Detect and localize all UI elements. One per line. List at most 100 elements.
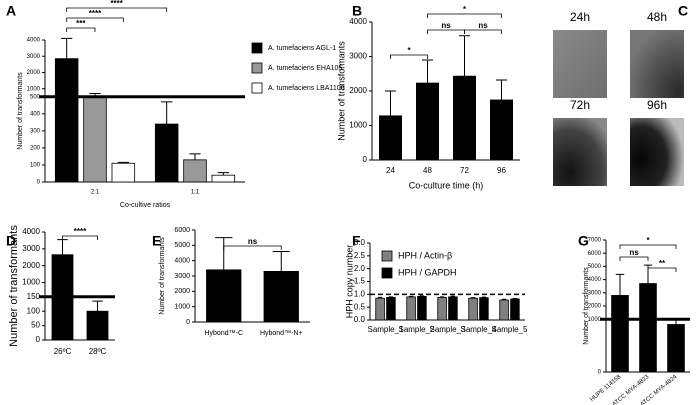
y-tick-label: 400 (30, 111, 41, 117)
error-bar (470, 297, 476, 299)
significance-bracket (619, 256, 649, 261)
bar (386, 297, 396, 321)
y-tick-label: 1000 (22, 278, 40, 287)
error-bar (117, 161, 129, 164)
y-tick-label: 0.5 (354, 302, 366, 311)
significance-bracket (619, 244, 677, 249)
significance-label: ns (441, 21, 451, 30)
panel-label: D (6, 233, 16, 249)
bar (437, 297, 447, 321)
error-bar (189, 153, 201, 160)
x-tick-label: Hybond™-C (204, 330, 243, 337)
y-tick-label: 2000 (22, 261, 40, 270)
error-bar (458, 35, 471, 77)
y-tick-label: 4000 (27, 38, 41, 44)
significance-bracket (66, 17, 124, 22)
bar (667, 324, 685, 373)
y-axis-label: Number of transformants (159, 237, 166, 315)
photo-caption: 72h (570, 98, 590, 112)
y-axis-label: Number of transformants (17, 72, 24, 150)
y-tick-label: 5000 (174, 242, 190, 249)
bar (468, 297, 478, 321)
bar (111, 162, 136, 183)
significance-label: * (407, 46, 411, 55)
error-bar (384, 90, 397, 116)
error-bar (92, 300, 103, 312)
bar (54, 58, 79, 183)
x-axis-label: Co-cultive ratios (120, 202, 171, 209)
photo-caption: 48h (647, 10, 667, 24)
bar (415, 82, 439, 161)
y-tick-label: 1.0 (354, 289, 366, 298)
error-bar (421, 59, 434, 84)
x-tick-label: 72 (460, 166, 469, 175)
bar (611, 295, 629, 373)
legend-swatch (381, 250, 393, 262)
y-tick-label: 4000 (174, 258, 190, 265)
y-tick-label: 0 (37, 180, 41, 186)
y-tick-label: 0 (186, 319, 190, 326)
error-bar (408, 295, 414, 297)
x-tick-label: 26ºC (54, 347, 72, 356)
significance-label: *** (76, 19, 86, 28)
y-tick-label: 6000 (588, 251, 602, 257)
y-tick-label: 50 (31, 321, 40, 330)
bar (375, 297, 385, 321)
significance-bracket (647, 267, 677, 272)
y-axis-label: Number of transformants (336, 41, 346, 141)
y-tick-label: 2000 (27, 70, 41, 76)
y-tick-label: 300 (30, 128, 41, 134)
bar (489, 99, 513, 161)
y-tick-label: 3000 (349, 52, 367, 61)
y-tick-label: 0 (598, 370, 602, 376)
y-tick-label: 3000 (22, 244, 40, 253)
bar (206, 269, 242, 323)
y-tick-label: 1000 (588, 317, 602, 323)
x-tick-label: Sample_4 (460, 325, 497, 334)
legend-label: HPH / Actin-β (398, 250, 452, 260)
y-tick-label: 500 (30, 94, 41, 100)
y-tick-label: 1000 (174, 304, 190, 311)
error-bar (161, 101, 173, 125)
bar (417, 295, 427, 321)
legend-label: A. tumefaciens EHA105 (268, 65, 342, 72)
error-bar (512, 297, 518, 299)
y-tick-label: 150 (27, 292, 41, 301)
y-axis-label: HPH copy number (344, 245, 354, 319)
significance-bracket (390, 54, 428, 59)
photo-caption: 96h (647, 98, 667, 112)
bar (211, 174, 236, 183)
legend-label: A. tumefaciens AGL-1 (268, 45, 336, 52)
culture-photo (553, 30, 607, 98)
significance-bracket (223, 245, 282, 250)
significance-bracket (66, 7, 168, 12)
error-bar (481, 296, 487, 298)
significance-label: **** (110, 0, 123, 8)
legend-swatch (251, 42, 263, 54)
significance-bracket (464, 29, 502, 34)
significance-label: ns (478, 21, 488, 30)
bar (499, 299, 509, 321)
y-tick-label: 4000 (349, 17, 367, 26)
x-tick-label: 28ºC (89, 347, 107, 356)
x-axis-label: Co-culture time (h) (409, 180, 484, 190)
y-tick-label: 3000 (174, 273, 190, 280)
x-tick-label: 48 (423, 166, 432, 175)
bar (183, 159, 207, 183)
legend-swatch (251, 82, 263, 94)
x-tick-label: 96 (497, 166, 506, 175)
significance-label: * (463, 5, 467, 14)
bar (452, 75, 476, 161)
error-bar (215, 237, 233, 270)
error-bar (272, 250, 290, 272)
significance-bracket (427, 29, 465, 34)
error-bar (388, 296, 394, 298)
y-tick-label: 2.0 (354, 264, 366, 273)
bar (406, 296, 416, 321)
x-tick-label: Sample_1 (367, 325, 404, 334)
significance-label: **** (74, 227, 87, 236)
y-tick-label: 4000 (22, 227, 40, 236)
panel-label: F (352, 233, 361, 249)
y-axis-label: Number of transformants (8, 225, 20, 347)
bar (378, 115, 402, 161)
